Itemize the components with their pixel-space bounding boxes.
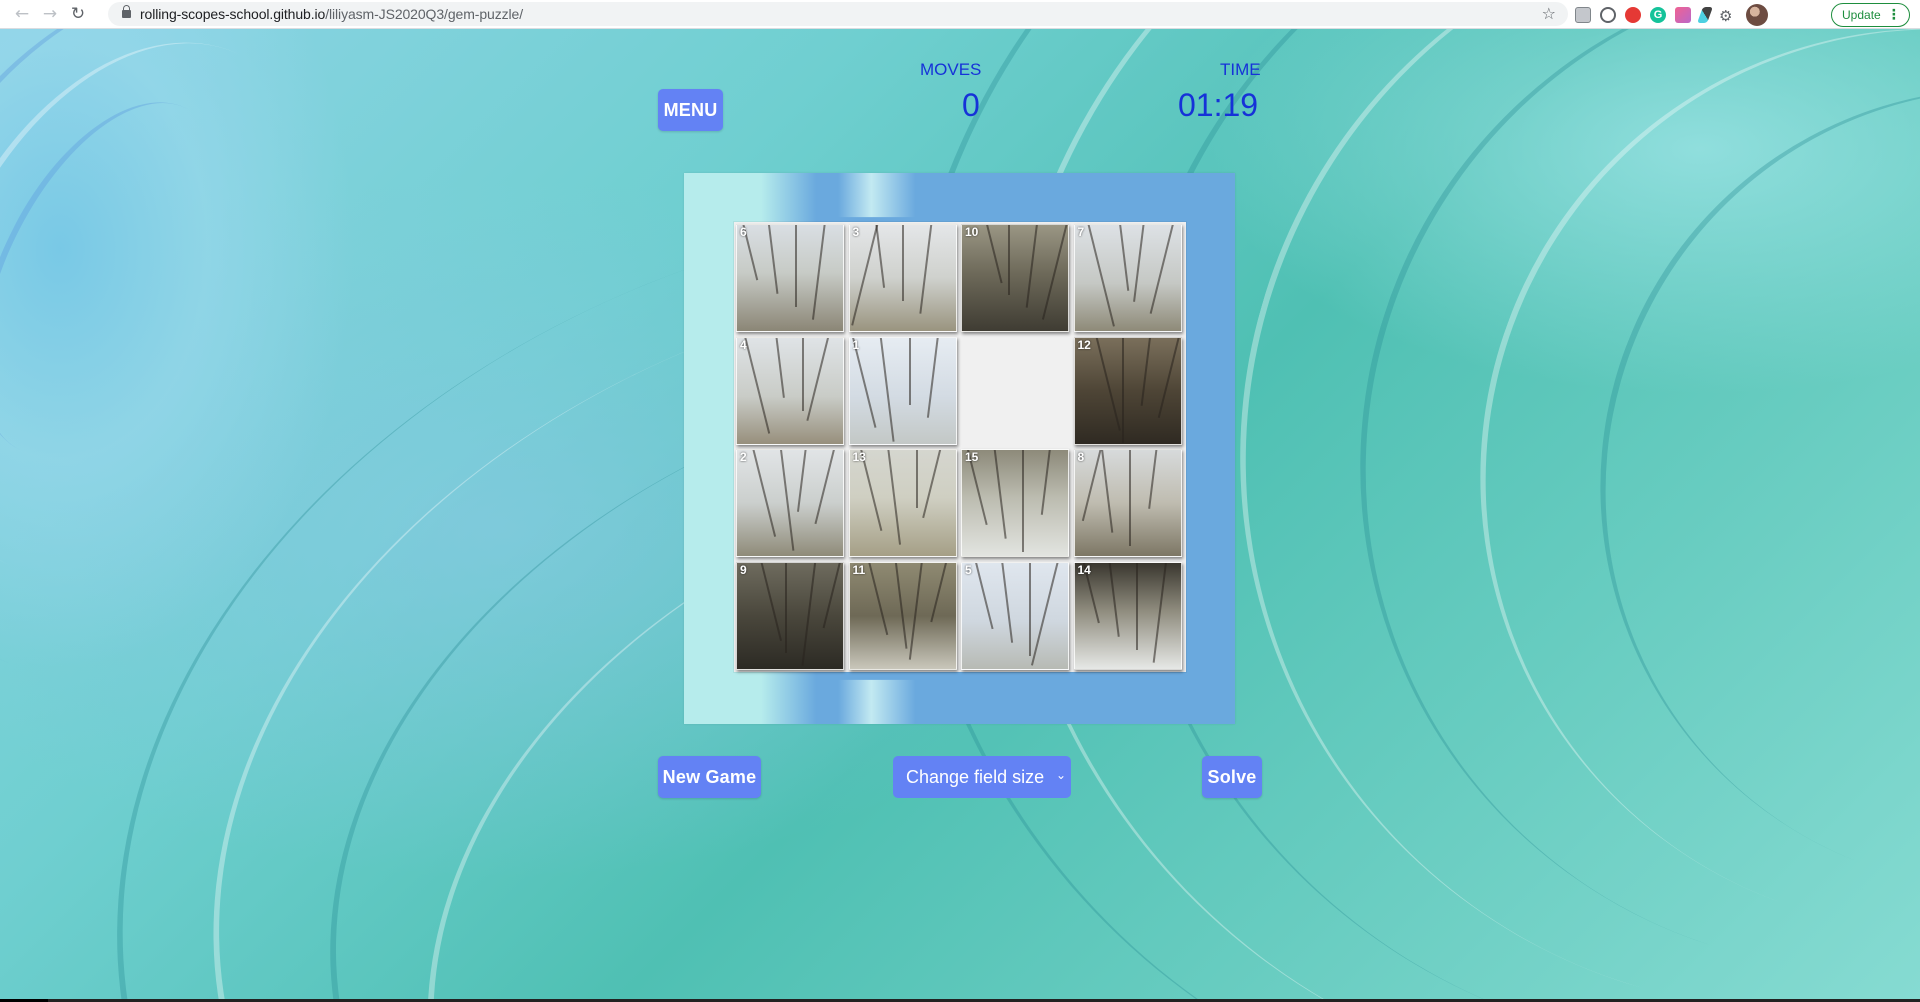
puzzle-tile[interactable]: 1 [848, 336, 957, 445]
tile-number: 7 [1077, 225, 1085, 239]
address-bar[interactable]: rolling-scopes-school.github.io/liliyasm… [108, 2, 1568, 26]
browser-toolbar: ← → ↻ rolling-scopes-school.github.io/li… [0, 0, 1920, 29]
url-host: rolling-scopes-school.github.io [140, 6, 326, 22]
update-button[interactable]: Update ⋮ [1831, 3, 1910, 27]
puzzle-tile[interactable]: 14 [1073, 561, 1182, 670]
puzzle-tile[interactable]: 5 [961, 561, 1069, 670]
field-size-label: Change field size [906, 766, 1045, 787]
grammarly-icon[interactable]: G [1650, 7, 1666, 23]
back-arrow-icon[interactable]: ← [14, 4, 30, 24]
puzzle-tile[interactable]: 8 [1073, 449, 1182, 557]
puzzle-tile[interactable]: 3 [848, 224, 957, 332]
star-icon[interactable]: ☆ [1541, 4, 1556, 23]
tile-number: 3 [852, 225, 860, 239]
tile-number: 15 [965, 450, 979, 464]
tile-number: 5 [965, 562, 972, 577]
tile-number: 9 [740, 562, 747, 577]
puzzle-tile[interactable]: 15 [961, 449, 1069, 557]
time-label: TIME [1220, 60, 1261, 79]
url-text[interactable]: rolling-scopes-school.github.io/liliyasm… [140, 6, 523, 22]
extension-icon[interactable] [1625, 7, 1641, 23]
chevron-down-icon: ⌄ [1055, 768, 1066, 782]
forward-arrow-icon[interactable]: → [42, 4, 58, 24]
lock-icon [122, 5, 131, 18]
puzzle-tile[interactable]: 7 [1073, 224, 1182, 332]
extensions-puzzle-icon[interactable]: ⚙ [1719, 7, 1733, 25]
puzzle-tile[interactable]: 2 [736, 449, 844, 557]
url-path: /liliyasm-JS2020Q3/gem-puzzle/ [325, 6, 523, 22]
tile-number: 12 [1077, 337, 1091, 352]
solve-button[interactable]: Solve [1202, 756, 1262, 798]
reload-icon[interactable]: ↻ [70, 4, 86, 24]
puzzle-tile[interactable]: 9 [736, 561, 844, 670]
puzzle-tile[interactable]: 11 [848, 561, 957, 670]
moves-counter: 0 [962, 87, 980, 123]
tile-number: 1 [852, 337, 860, 352]
tile-number: 8 [1077, 450, 1085, 464]
moves-label: MOVES [920, 60, 982, 79]
tile-number: 6 [740, 225, 747, 239]
field-size-select[interactable]: Change field size ⌄ [893, 756, 1071, 798]
tile-number: 13 [852, 450, 866, 464]
taskbar-edge [0, 999, 1920, 1002]
extension-icon[interactable] [1675, 7, 1691, 23]
tile-number: 2 [740, 450, 747, 464]
puzzle-tile[interactable]: 10 [961, 224, 1069, 332]
tile-number: 4 [740, 337, 747, 352]
extension-icon[interactable] [1697, 7, 1713, 23]
new-game-button[interactable]: New Game [658, 756, 761, 798]
tile-number: 11 [852, 562, 866, 577]
time-counter: 01:19 [1178, 87, 1259, 123]
extensions-bar: G ⚙ [1575, 3, 1768, 27]
puzzle-field: 6 3 10 7 4 1 12 2 13 15 8 9 11 5 14 [734, 222, 1186, 672]
tile-number: 14 [1077, 562, 1091, 577]
profile-avatar[interactable] [1746, 4, 1768, 26]
puzzle-tile[interactable]: 6 [736, 224, 844, 332]
extension-icon[interactable] [1600, 7, 1616, 23]
menu-button[interactable]: MENU [658, 89, 723, 131]
puzzle-tile[interactable]: 13 [848, 449, 957, 557]
puzzle-tile[interactable]: 4 [736, 336, 844, 445]
update-label: Update [1842, 8, 1881, 22]
puzzle-tile[interactable]: 12 [1073, 336, 1182, 445]
extension-icon[interactable] [1575, 7, 1591, 23]
more-vert-icon: ⋮ [1886, 7, 1901, 23]
tile-number: 10 [965, 225, 979, 239]
